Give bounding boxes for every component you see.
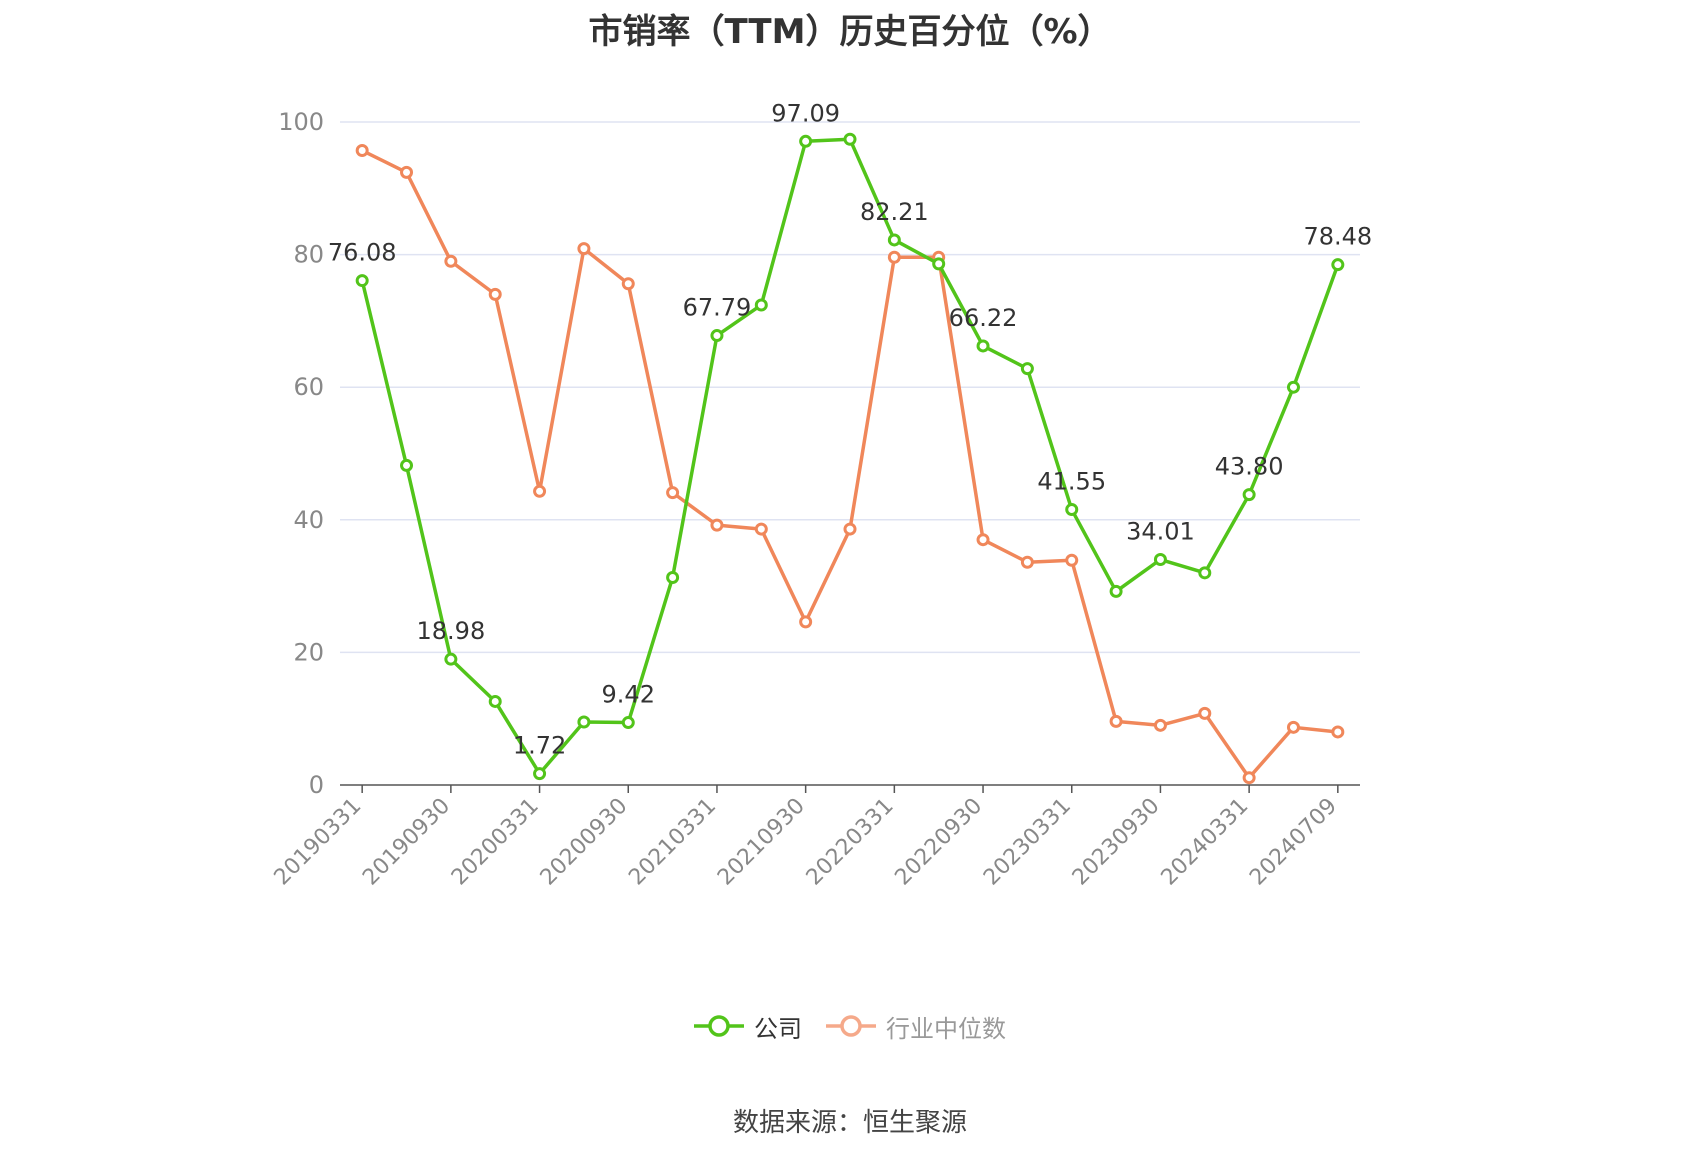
data-label: 78.48 bbox=[1303, 223, 1372, 251]
data-point bbox=[1286, 380, 1300, 394]
data-label: 67.79 bbox=[683, 294, 752, 322]
data-point bbox=[488, 287, 502, 301]
data-label: 97.09 bbox=[771, 99, 840, 127]
x-tick-label: 20220331 bbox=[802, 794, 899, 891]
data-point bbox=[533, 484, 547, 498]
data-point bbox=[577, 715, 591, 729]
data-point bbox=[1286, 720, 1300, 734]
data-point bbox=[1020, 555, 1034, 569]
data-label: 9.42 bbox=[602, 681, 655, 709]
data-point bbox=[1020, 362, 1034, 376]
data-point bbox=[1242, 488, 1256, 502]
data-point bbox=[1331, 258, 1345, 272]
data-point bbox=[400, 165, 414, 179]
series-line-1 bbox=[361, 148, 1339, 780]
data-label: 34.01 bbox=[1126, 518, 1195, 546]
data-point bbox=[932, 257, 946, 271]
data-point bbox=[621, 277, 635, 291]
data-point bbox=[1065, 553, 1079, 567]
y-tick-label: 40 bbox=[293, 506, 324, 534]
data-point bbox=[1242, 771, 1256, 785]
legend-marker-icon bbox=[694, 1015, 744, 1037]
x-tick-label: 20220930 bbox=[890, 794, 987, 891]
y-axis: 0 20 40 60 80 100 bbox=[278, 108, 324, 799]
data-point bbox=[843, 132, 857, 146]
data-point bbox=[1109, 584, 1123, 598]
legend: 公司 行业中位数 bbox=[0, 1008, 1700, 1044]
data-point bbox=[1109, 714, 1123, 728]
data-point bbox=[799, 615, 813, 629]
data-point bbox=[754, 298, 768, 312]
data-point bbox=[710, 329, 724, 343]
series-layer bbox=[355, 132, 1345, 785]
data-point bbox=[843, 522, 857, 536]
data-label: 43.80 bbox=[1215, 453, 1284, 481]
legend-label: 行业中位数 bbox=[886, 1014, 1006, 1043]
legend-item-1[interactable]: 行业中位数 bbox=[826, 1009, 1006, 1044]
data-point bbox=[1198, 706, 1212, 720]
x-tick-label: 20210930 bbox=[713, 794, 810, 891]
data-point bbox=[355, 274, 369, 288]
data-point bbox=[488, 694, 502, 708]
y-tick-label: 80 bbox=[293, 241, 324, 269]
legend-item-0[interactable]: 公司 bbox=[694, 1009, 802, 1044]
data-point bbox=[1198, 566, 1212, 580]
data-label: 18.98 bbox=[417, 617, 486, 645]
data-point bbox=[444, 652, 458, 666]
data-point bbox=[1331, 725, 1345, 739]
y-tick-label: 0 bbox=[309, 771, 324, 799]
data-point bbox=[577, 242, 591, 256]
x-tick-label: 20230930 bbox=[1068, 794, 1165, 891]
data-point bbox=[710, 518, 724, 532]
data-point bbox=[621, 716, 635, 730]
legend-marker-icon bbox=[826, 1015, 876, 1037]
series-line-0 bbox=[360, 137, 1340, 776]
data-point bbox=[976, 533, 990, 547]
x-axis: 2019033120190930202003312020093020210331… bbox=[270, 784, 1360, 891]
data-point bbox=[355, 144, 369, 158]
data-source: 数据来源：恒生聚源 bbox=[732, 1108, 967, 1138]
data-point bbox=[444, 254, 458, 268]
data-point bbox=[799, 134, 813, 148]
legend-label: 公司 bbox=[754, 1014, 802, 1043]
data-label: 1.72 bbox=[513, 732, 566, 760]
data-point bbox=[1065, 503, 1079, 517]
y-tick-label: 20 bbox=[293, 638, 324, 666]
x-tick-label: 20240331 bbox=[1157, 794, 1254, 891]
chart-title: 市销率（TTM）历史百分位（%） bbox=[588, 12, 1112, 52]
data-label: 66.22 bbox=[949, 304, 1018, 332]
data-point bbox=[400, 458, 414, 472]
data-label: 41.55 bbox=[1037, 468, 1106, 496]
data-point bbox=[533, 767, 547, 781]
x-tick-label: 20230331 bbox=[979, 794, 1076, 891]
data-point bbox=[887, 233, 901, 247]
y-tick-label: 60 bbox=[293, 373, 324, 401]
data-labels: 76.08 18.98 1.72 9.42 67.79 97.09 82.21 66.22 41… bbox=[328, 99, 1372, 759]
data-point bbox=[976, 339, 990, 353]
data-point bbox=[887, 250, 901, 264]
data-label: 76.08 bbox=[328, 239, 397, 267]
x-tick-label: 20200930 bbox=[536, 794, 633, 891]
x-tick-label: 20200331 bbox=[447, 794, 544, 891]
data-label: 82.21 bbox=[860, 198, 929, 226]
data-point bbox=[754, 522, 768, 536]
x-tick-label: 20190331 bbox=[270, 794, 367, 891]
data-point bbox=[1153, 718, 1167, 732]
data-point bbox=[666, 570, 680, 584]
data-point bbox=[1153, 553, 1167, 567]
x-tick-label: 20210331 bbox=[624, 794, 721, 891]
x-tick-label: 20190930 bbox=[358, 794, 455, 891]
data-point bbox=[666, 486, 680, 500]
x-tick-label: 20240709 bbox=[1245, 794, 1342, 891]
y-tick-label: 100 bbox=[278, 108, 324, 136]
